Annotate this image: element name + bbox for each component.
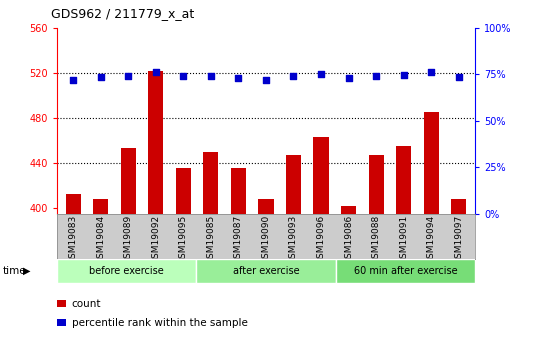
- Text: GSM19095: GSM19095: [179, 215, 188, 264]
- Bar: [341, 206, 356, 214]
- Point: [152, 69, 160, 75]
- Point: [97, 75, 105, 80]
- Point: [207, 73, 215, 79]
- Bar: [258, 199, 274, 214]
- Bar: [231, 168, 246, 214]
- Text: GSM19087: GSM19087: [234, 215, 243, 264]
- Text: GSM19085: GSM19085: [206, 215, 215, 264]
- Point: [124, 73, 133, 79]
- Text: GSM19091: GSM19091: [399, 215, 408, 264]
- Text: GSM19089: GSM19089: [124, 215, 133, 264]
- Text: ▶: ▶: [23, 266, 31, 276]
- Bar: [176, 168, 191, 214]
- Bar: [204, 152, 219, 214]
- Text: GSM19083: GSM19083: [69, 215, 78, 264]
- Text: 60 min after exercise: 60 min after exercise: [354, 266, 457, 276]
- Text: time: time: [3, 266, 26, 276]
- Text: percentile rank within the sample: percentile rank within the sample: [72, 318, 248, 327]
- Bar: [93, 199, 109, 214]
- Text: GDS962 / 211779_x_at: GDS962 / 211779_x_at: [51, 7, 194, 20]
- Bar: [396, 146, 411, 214]
- Point: [234, 76, 243, 81]
- Bar: [286, 155, 301, 214]
- Bar: [423, 112, 438, 214]
- Point: [179, 73, 188, 79]
- Bar: [121, 148, 136, 214]
- Bar: [57, 259, 196, 283]
- Bar: [336, 259, 475, 283]
- Text: GSM19092: GSM19092: [151, 215, 160, 264]
- Point: [454, 75, 463, 80]
- Text: count: count: [72, 299, 102, 308]
- Text: GSM19096: GSM19096: [316, 215, 326, 264]
- Bar: [451, 199, 466, 214]
- Bar: [368, 155, 383, 214]
- Text: GSM19094: GSM19094: [427, 215, 436, 264]
- Text: GSM19086: GSM19086: [344, 215, 353, 264]
- Bar: [148, 70, 164, 214]
- Text: before exercise: before exercise: [89, 266, 164, 276]
- Point: [289, 73, 298, 79]
- Text: GSM19097: GSM19097: [454, 215, 463, 264]
- Bar: [313, 137, 328, 214]
- Point: [399, 72, 408, 78]
- Bar: [196, 259, 336, 283]
- Point: [372, 73, 380, 79]
- Bar: [66, 194, 81, 214]
- Point: [344, 76, 353, 81]
- Text: GSM19084: GSM19084: [96, 215, 105, 264]
- Text: GSM19090: GSM19090: [261, 215, 271, 264]
- Text: GSM19088: GSM19088: [372, 215, 381, 264]
- Point: [316, 71, 325, 77]
- Text: GSM19093: GSM19093: [289, 215, 298, 264]
- Text: after exercise: after exercise: [233, 266, 299, 276]
- Point: [427, 69, 435, 75]
- Point: [69, 77, 78, 82]
- Point: [261, 77, 270, 82]
